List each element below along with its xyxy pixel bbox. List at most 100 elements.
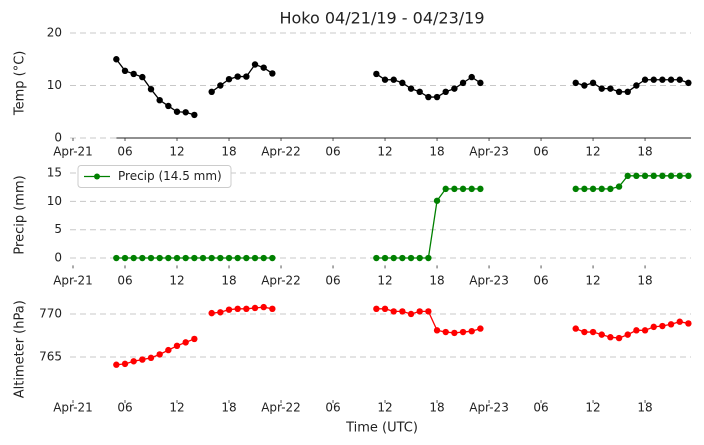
data-point — [165, 346, 172, 354]
data-point — [615, 88, 623, 96]
data-point — [269, 70, 276, 77]
data-point — [199, 254, 207, 262]
data-point — [633, 327, 640, 334]
data-point — [468, 327, 475, 335]
data-point — [667, 172, 675, 180]
data-point — [165, 254, 172, 262]
y-tick-label: 10 — [47, 78, 62, 92]
x-tick-label: Apr-22 — [261, 274, 301, 288]
data-point — [269, 305, 276, 313]
data-point — [130, 358, 137, 365]
x-axis-label: Time (UTC) — [345, 421, 418, 436]
data-point — [139, 356, 146, 363]
data-point — [416, 254, 423, 262]
data-point — [641, 76, 649, 83]
data-point — [208, 254, 215, 262]
x-tick-label: Apr-21 — [53, 274, 93, 288]
data-point — [433, 93, 441, 101]
x-tick-label: 06 — [533, 274, 548, 288]
y-tick-label: 0 — [54, 131, 62, 145]
data-point — [667, 321, 675, 328]
data-line — [116, 306, 689, 366]
data-point — [607, 85, 614, 92]
data-point — [572, 325, 579, 332]
data-point — [581, 328, 588, 336]
data-point — [399, 308, 406, 315]
legend-label: Precip (14.5 mm) — [118, 169, 222, 183]
data-point — [251, 304, 259, 312]
data-point — [373, 70, 380, 78]
data-point — [251, 254, 259, 262]
data-point — [624, 88, 631, 96]
data-point — [191, 335, 198, 343]
data-point — [225, 254, 233, 262]
x-tick-label: 18 — [221, 145, 236, 159]
data-point — [208, 88, 215, 96]
data-point — [468, 185, 475, 193]
x-tick-label: 12 — [169, 274, 184, 288]
data-point — [260, 64, 267, 71]
data-point — [399, 254, 406, 262]
data-point — [659, 172, 666, 180]
data-line — [115, 58, 689, 116]
data-point — [624, 331, 631, 338]
data-point — [607, 334, 614, 341]
data-point — [615, 183, 623, 190]
data-point — [234, 305, 241, 313]
data-point — [633, 172, 640, 180]
x-tick-label: 12 — [377, 145, 392, 159]
data-point — [676, 172, 683, 180]
data-point — [381, 305, 389, 313]
y-tick-label: 765 — [39, 349, 62, 363]
data-point — [147, 85, 155, 93]
data-point — [217, 309, 224, 316]
data-point — [243, 305, 250, 313]
data-point — [659, 322, 666, 330]
data-point — [433, 327, 441, 334]
y-tick-label: 20 — [47, 26, 62, 40]
x-tick-label: 18 — [429, 401, 444, 415]
x-tick-label: 06 — [117, 274, 132, 288]
data-point — [182, 254, 189, 262]
y-tick-label: 5 — [54, 222, 62, 236]
y-axis-label: Precip (mm) — [13, 175, 28, 254]
data-point — [425, 254, 432, 262]
data-point — [390, 76, 397, 83]
data-point — [459, 79, 467, 87]
data-point — [182, 339, 189, 346]
data-point — [581, 82, 588, 89]
data-point — [598, 331, 605, 338]
data-point — [260, 254, 267, 262]
x-tick-label: Apr-22 — [261, 145, 301, 159]
data-point — [269, 254, 276, 262]
legend-box — [77, 165, 232, 188]
x-tick-label: 12 — [585, 145, 600, 159]
x-tick-label: 18 — [221, 274, 236, 288]
x-tick-label: Apr-23 — [469, 274, 509, 288]
data-point — [676, 318, 683, 325]
data-point — [225, 306, 233, 313]
y-axis-label: Temp (°C) — [13, 51, 28, 117]
data-point — [243, 73, 250, 80]
data-point — [130, 254, 137, 262]
y-tick-label: 770 — [39, 306, 62, 320]
x-tick-label: 12 — [377, 401, 392, 415]
data-point — [191, 111, 198, 119]
data-point — [390, 254, 397, 262]
x-tick-label: 18 — [637, 274, 652, 288]
data-point — [407, 310, 415, 318]
data-point — [113, 254, 120, 262]
data-point — [425, 93, 432, 101]
data-point — [139, 73, 146, 81]
data-point — [121, 254, 129, 262]
data-point — [390, 308, 397, 315]
data-point — [373, 254, 380, 262]
x-tick-label: 12 — [169, 145, 184, 159]
data-point — [381, 254, 389, 262]
data-point — [425, 308, 432, 315]
data-point — [598, 185, 605, 193]
legend-marker — [94, 173, 100, 180]
data-point — [373, 305, 380, 313]
data-point — [251, 61, 259, 68]
data-point — [572, 79, 579, 87]
